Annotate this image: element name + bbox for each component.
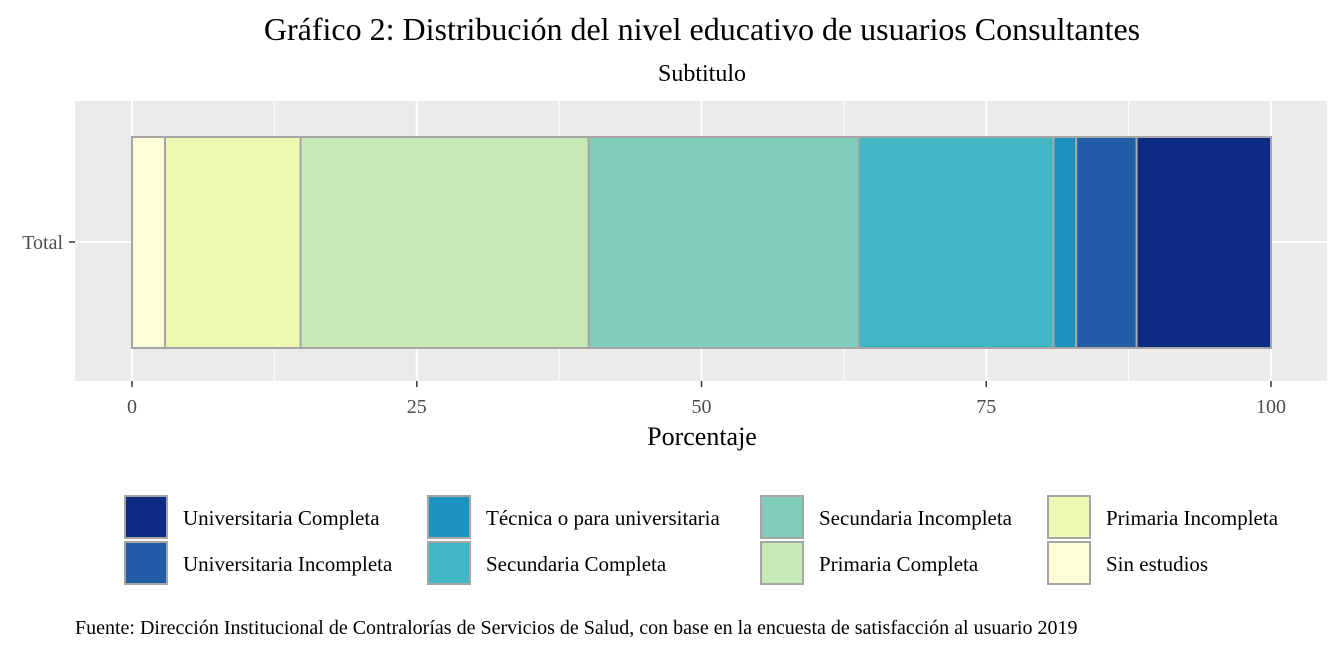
x-tick-label: 75 xyxy=(976,396,996,418)
y-tick-label: Total xyxy=(22,232,63,254)
bar-segment-2 xyxy=(299,136,590,349)
x-axis-title: Porcentaje xyxy=(647,422,757,451)
legend-label-0: Universitaria Completa xyxy=(183,506,380,530)
legend-label-7: Sin estudios xyxy=(1106,552,1208,576)
legend-key-5 xyxy=(760,541,804,585)
legend-key-0 xyxy=(124,495,168,539)
legend-label-3: Secundaria Completa xyxy=(486,552,667,576)
bar-segment-5 xyxy=(1052,136,1078,349)
y-axis: Total xyxy=(22,232,75,254)
x-tick-label: 0 xyxy=(127,396,137,418)
bar-segment-4 xyxy=(857,136,1055,349)
bar-segment-7 xyxy=(1135,136,1273,349)
bar-segment-1 xyxy=(164,136,302,349)
bar-segment-0 xyxy=(131,136,167,349)
legend-label-6: Primaria Incompleta xyxy=(1106,506,1279,530)
legend: Universitaria Completa Universitaria Inco… xyxy=(124,495,1279,585)
legend-label-4: Secundaria Incompleta xyxy=(819,506,1013,530)
bar-segment-6 xyxy=(1075,136,1138,349)
x-tick-label: 50 xyxy=(692,396,712,418)
x-tick-label: 100 xyxy=(1256,396,1286,418)
legend-key-2 xyxy=(427,495,471,539)
legend-label-5: Primaria Completa xyxy=(819,552,979,576)
chart-title: Gráfico 2: Distribución del nivel educat… xyxy=(264,11,1140,47)
legend-key-6 xyxy=(1047,495,1091,539)
legend-label-1: Universitaria Incompleta xyxy=(183,552,393,576)
bar-segment-3 xyxy=(587,136,860,349)
x-axis-ticks: 0 25 50 75 100 xyxy=(127,381,1286,418)
source-caption: Fuente: Dirección Institucional de Contr… xyxy=(75,617,1077,639)
legend-key-1 xyxy=(124,541,168,585)
legend-key-7 xyxy=(1047,541,1091,585)
legend-key-4 xyxy=(760,495,804,539)
chart-subtitle: Subtitulo xyxy=(658,61,746,87)
legend-label-2: Técnica o para universitaria xyxy=(486,506,720,530)
x-tick-label: 25 xyxy=(407,396,427,418)
legend-key-3 xyxy=(427,541,471,585)
bar-segments xyxy=(131,136,1273,349)
